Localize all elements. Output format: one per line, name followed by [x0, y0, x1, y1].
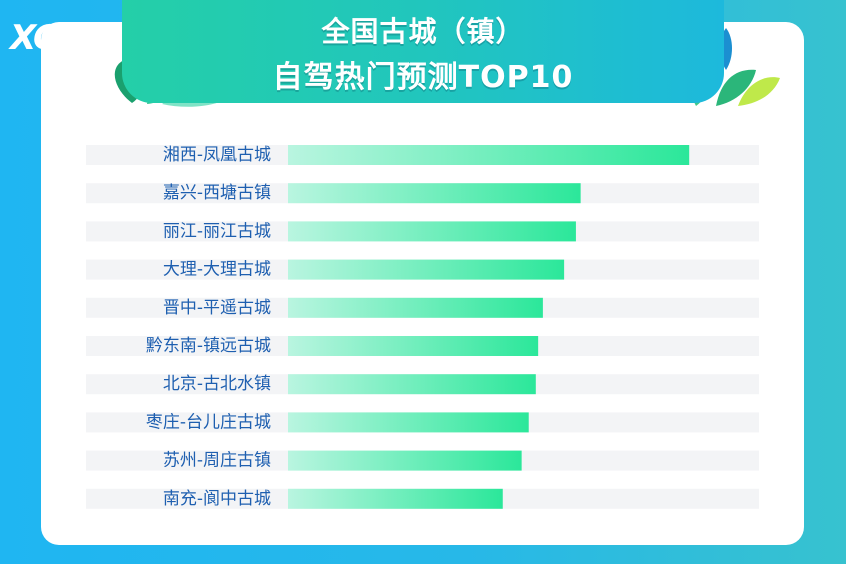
category-label: 苏州-周庄古镇 [163, 451, 271, 471]
category-label: 枣庄-台儿庄古城 [146, 412, 271, 432]
bar-7 [288, 374, 536, 395]
category-label: 南充-阆中古城 [163, 489, 271, 509]
bar-4 [288, 259, 565, 280]
category-label: 大理-大理古城 [163, 260, 271, 280]
category-label: 黔东南-镇远古城 [146, 336, 271, 356]
bar-1 [288, 145, 690, 165]
category-label: 晋中-平遥古城 [163, 298, 271, 318]
category-label: 嘉兴-西塘古镇 [163, 183, 271, 203]
bar-6 [288, 336, 539, 356]
bar-9 [288, 450, 522, 471]
bar-8 [288, 412, 529, 433]
category-label: 湘西-凤凰古城 [163, 145, 271, 165]
bar-2 [288, 183, 581, 204]
category-label: 丽江-丽江古城 [163, 221, 271, 241]
bar-10 [288, 488, 503, 509]
title-banner [122, 0, 724, 103]
chart-title-line2: 自驾热门预测TOP10 [272, 60, 574, 95]
category-label: 北京-古北水镇 [163, 374, 271, 394]
chart-title-line1: 全国古城（镇） [321, 15, 525, 48]
bar-3 [288, 221, 576, 242]
bar-5 [288, 297, 543, 318]
